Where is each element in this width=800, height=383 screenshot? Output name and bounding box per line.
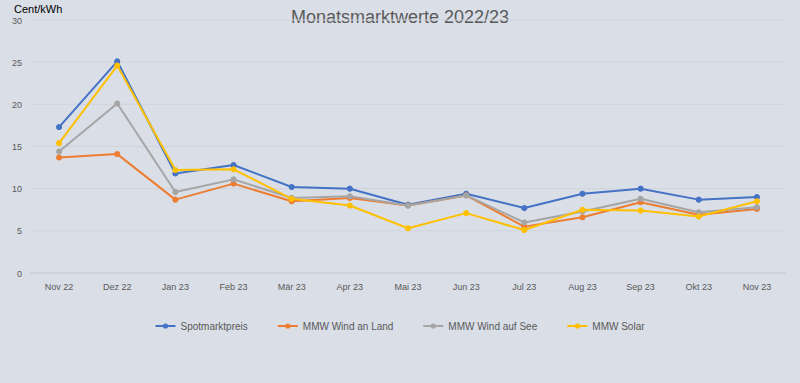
- legend-item: Spotmarktpreis: [156, 321, 248, 332]
- point: [580, 215, 585, 220]
- legend-label: MMW Wind auf See: [448, 321, 537, 332]
- series-line: [59, 66, 757, 230]
- x-tick-label: Mär 23: [278, 282, 306, 292]
- point: [696, 214, 701, 219]
- legend-label: MMW Solar: [592, 321, 645, 332]
- point: [115, 101, 120, 106]
- point: [580, 207, 585, 212]
- y-tick-label: 25: [12, 58, 22, 68]
- grid-line: [30, 188, 786, 189]
- point: [580, 191, 585, 196]
- point: [696, 197, 701, 202]
- grid-line: [30, 273, 786, 274]
- x-tick-label: Aug 23: [568, 282, 597, 292]
- x-tick-label: Jul 23: [512, 282, 536, 292]
- legend-item: MMW Wind an Land: [278, 321, 394, 332]
- point: [638, 208, 643, 213]
- y-tick-label: 20: [12, 100, 22, 110]
- y-tick-label: 0: [17, 269, 22, 279]
- point: [289, 195, 294, 200]
- y-tick-label: 30: [12, 16, 22, 26]
- legend-marker: [431, 323, 436, 328]
- point: [347, 203, 352, 208]
- legend-label: MMW Wind an Land: [303, 321, 394, 332]
- series-line: [59, 154, 757, 227]
- x-tick-label: Jun 23: [453, 282, 480, 292]
- point: [289, 196, 294, 201]
- point: [405, 226, 410, 231]
- point: [115, 151, 120, 156]
- point: [347, 186, 352, 191]
- x-tick-label: Okt 23: [686, 282, 713, 292]
- point: [173, 168, 178, 173]
- point: [231, 177, 236, 182]
- series-line: [59, 103, 757, 222]
- point: [522, 220, 527, 225]
- point: [56, 149, 61, 154]
- legend-item: MMW Wind auf See: [423, 321, 537, 332]
- point: [405, 203, 410, 208]
- y-tick-label: 10: [12, 184, 22, 194]
- grid-line: [30, 62, 786, 63]
- point: [464, 211, 469, 216]
- y-tick-label: 5: [17, 226, 22, 236]
- point: [231, 167, 236, 172]
- x-tick-label: Nov 22: [45, 282, 74, 292]
- x-tick-label: Dez 22: [103, 282, 132, 292]
- x-tick-label: Mai 23: [394, 282, 421, 292]
- x-tick-label: Nov 23: [743, 282, 772, 292]
- point: [115, 63, 120, 68]
- point: [56, 125, 61, 130]
- legend-marker: [163, 323, 168, 328]
- grid-line: [30, 146, 786, 147]
- series-line: [59, 61, 757, 208]
- point: [405, 203, 410, 208]
- chart: Monatsmarktwerte 2022/23 Cent/kWh 0 5 10 15 20…: [0, 0, 800, 383]
- grid-line: [30, 20, 786, 21]
- legend-item: MMW Solar: [567, 321, 645, 332]
- x-tick-label: Apr 23: [337, 282, 364, 292]
- title: Monatsmarktwerte 2022/23: [291, 7, 509, 27]
- legend-marker: [285, 323, 290, 328]
- point: [464, 193, 469, 198]
- legend: Spotmarktpreis MMW Wind an Land MMW Wind a…: [156, 321, 646, 332]
- point: [405, 202, 410, 207]
- legend-marker: [575, 323, 580, 328]
- point: [56, 141, 61, 146]
- point: [464, 193, 469, 198]
- point: [56, 155, 61, 160]
- point: [522, 227, 527, 232]
- x-tick-label: Sep 23: [626, 282, 655, 292]
- point: [638, 186, 643, 191]
- y-tick-label: 15: [12, 142, 22, 152]
- grid-line: [30, 104, 786, 105]
- point: [754, 199, 759, 204]
- point: [173, 189, 178, 194]
- point: [289, 184, 294, 189]
- point: [173, 197, 178, 202]
- legend-label: Spotmarktpreis: [181, 321, 248, 332]
- point: [522, 205, 527, 210]
- point: [754, 205, 759, 210]
- x-tick-label: Jan 23: [162, 282, 189, 292]
- point: [638, 196, 643, 201]
- point: [347, 194, 352, 199]
- background: [0, 0, 800, 383]
- y-axis-label: Cent/kWh: [14, 3, 62, 15]
- plot-area: [56, 59, 759, 233]
- x-tick-label: Feb 23: [220, 282, 248, 292]
